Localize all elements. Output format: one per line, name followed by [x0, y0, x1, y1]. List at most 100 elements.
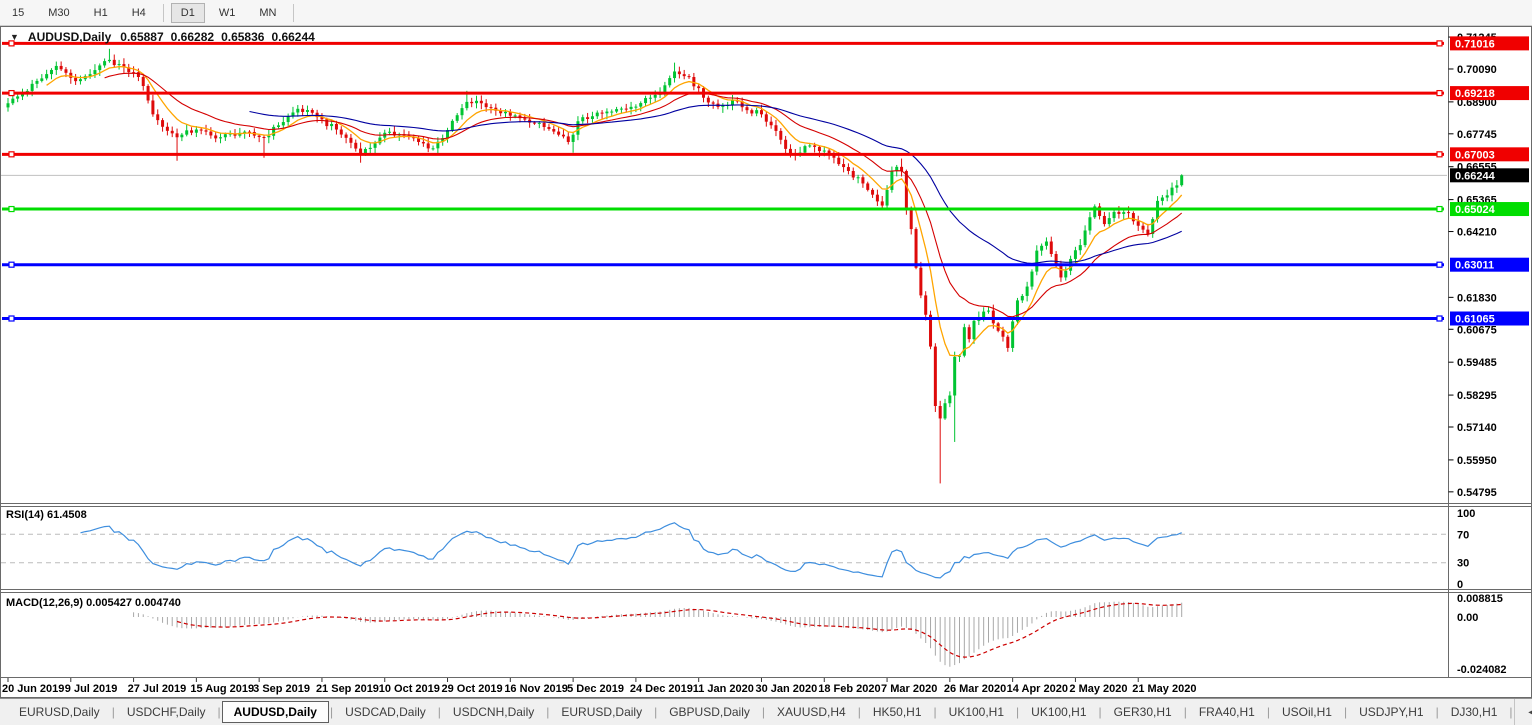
level-line-handle[interactable] — [1436, 315, 1443, 322]
tab-UK100-H1[interactable]: UK100,H1 — [948, 705, 1005, 719]
level-line-handle[interactable] — [1436, 40, 1443, 47]
level-line-handle[interactable] — [8, 261, 15, 268]
tab-separator: | — [654, 705, 658, 719]
level-price-label — [1450, 147, 1529, 162]
date-tick: 9 Jul 2019 — [65, 683, 118, 695]
rsi-pane[interactable] — [1, 522, 1447, 579]
price-tick: 0.64210 — [1457, 227, 1497, 239]
level-price-label-text: 0.63011 — [1455, 260, 1494, 272]
toolbar-separator — [162, 3, 164, 22]
date-tick: 21 May 2020 — [1132, 683, 1196, 695]
chart-window[interactable]: 0.712450.700900.689000.677450.665550.653… — [0, 26, 1532, 698]
tab-USDCNH-Daily[interactable]: USDCNH,Daily — [452, 705, 535, 719]
tab-EURUSD-Daily[interactable]: EURUSD,Daily — [19, 705, 100, 719]
timeframe-button-M30[interactable]: M30 — [48, 6, 70, 19]
tab-DJ30-H1[interactable]: DJ30,H1 — [1450, 705, 1498, 719]
date-tick: 24 Dec 2019 — [630, 683, 693, 695]
price-tick: 0.67745 — [1457, 129, 1497, 141]
tab-UK100-H1[interactable]: UK100,H1 — [1031, 705, 1087, 719]
tab-separator: | — [1343, 705, 1348, 719]
level-line-handle[interactable] — [1436, 205, 1443, 213]
timeframe-button-D1[interactable]: D1 — [170, 2, 205, 23]
tab-GER30-H1[interactable]: GER30,H1 — [1113, 705, 1172, 719]
rsi-scale-tick: 30 — [1457, 558, 1469, 570]
tab-separator: | — [1435, 705, 1439, 719]
level-price-label — [1450, 86, 1529, 101]
level-price-label — [1450, 202, 1529, 217]
level-line-handle[interactable] — [1436, 89, 1443, 97]
macd-pane[interactable] — [133, 601, 1183, 667]
tab-GBPUSD-Daily[interactable]: GBPUSD,Daily — [669, 705, 750, 719]
level-line-handle[interactable] — [8, 315, 15, 322]
tab-separator: | — [857, 705, 861, 719]
tab-USDCHF-Daily[interactable]: USDCHF,Daily — [126, 705, 206, 719]
rsi-scale-tick: 100 — [1457, 508, 1475, 520]
level-price-label-text: 0.65024 — [1455, 204, 1496, 216]
tab-separator: | — [546, 705, 550, 719]
price-tick: 0.55950 — [1457, 455, 1497, 467]
tab-EURUSD-Daily[interactable]: EURUSD,Daily — [561, 705, 643, 719]
tab-separator: | — [1509, 705, 1513, 719]
price-axis[interactable]: 0.712450.700900.689000.677450.665550.653… — [1448, 32, 1530, 499]
tab-USDJPY-H1[interactable]: USDJPY,H1 — [1359, 705, 1424, 719]
tab-separator: | — [329, 705, 334, 719]
level-price-label — [1450, 36, 1529, 51]
date-tick: 29 Oct 2019 — [442, 683, 503, 695]
level-price-label — [1450, 257, 1529, 272]
chart-canvas[interactable]: 0.712450.700900.689000.677450.665550.653… — [0, 26, 1532, 698]
tab-separator: | — [217, 705, 221, 719]
chart-tabs: EURUSD,Daily | USDCHF,Daily | AUDUSD,Daily | U… — [8, 701, 1514, 723]
timeframe-button-MN[interactable]: MN — [259, 6, 277, 19]
tab-XAUUSD-H4[interactable]: XAUUSD,H4 — [777, 705, 846, 719]
date-tick: 15 Aug 2019 — [190, 683, 254, 695]
ma-line-50 — [249, 104, 1182, 264]
tab-separator: | — [761, 705, 766, 719]
price-tick: 0.61830 — [1457, 292, 1497, 304]
timeframe-button-H1[interactable]: H1 — [93, 6, 108, 19]
level-price-label-text: 0.67003 — [1455, 149, 1495, 161]
main-price-pane[interactable] — [1, 40, 1447, 484]
tab-FRA40-H1[interactable]: FRA40,H1 — [1198, 705, 1255, 719]
date-axis[interactable]: 20 Jun 2019 9 Jul 2019 27 Jul 2019 15 Aug 2… — [2, 678, 1196, 695]
date-tick: 30 Jan 2020 — [755, 683, 817, 695]
level-price-label-text: 0.61065 — [1455, 313, 1495, 325]
tab-scroll-left-icon[interactable]: ◄ — [1526, 707, 1532, 717]
window-frame — [0, 26, 1532, 698]
macd-signal-line — [176, 602, 1182, 658]
date-tick: 14 Apr 2020 — [1007, 683, 1068, 695]
level-line-handle[interactable] — [1436, 261, 1443, 268]
symbol-dropdown-icon[interactable]: ▼ — [10, 32, 19, 42]
date-tick: 5 Dec 2019 — [567, 683, 624, 695]
date-tick: 11 Jan 2020 — [693, 683, 754, 695]
date-tick: 20 Jun 2019 — [2, 683, 64, 695]
level-line-handle[interactable] — [1436, 151, 1443, 158]
tab-scroll-arrows: ◄ ► — [1513, 699, 1532, 725]
tab-USDCAD-Daily[interactable]: USDCAD,Daily — [345, 705, 426, 719]
date-tick: 27 Jul 2019 — [128, 683, 187, 695]
level-line-handle[interactable] — [8, 205, 15, 213]
timeframe-button-15[interactable]: 15 — [12, 6, 25, 19]
timeframe-button-H4[interactable]: H4 — [131, 6, 146, 19]
price-tick: 0.70090 — [1457, 64, 1497, 76]
tab-HK50-H1[interactable]: HK50,H1 — [872, 705, 922, 719]
tab-separator: | — [111, 705, 115, 719]
macd-label: MACD(12,26,9) 0.005427 0.004740 — [6, 597, 181, 609]
date-tick: 10 Oct 2019 — [379, 683, 440, 695]
current-price-label-text: 0.66244 — [1455, 170, 1496, 182]
macd-scale-tick: -0.024082 — [1457, 664, 1507, 676]
rsi-label: RSI(14) 61.4508 — [6, 509, 87, 521]
level-line-handle[interactable] — [8, 151, 15, 158]
price-tick: 0.60675 — [1457, 324, 1497, 336]
tab-AUDUSD-Daily[interactable]: AUDUSD,Daily — [221, 701, 329, 723]
date-tick: 2 May 2020 — [1069, 683, 1127, 695]
tab-USOil-H1[interactable]: USOil,H1 — [1281, 705, 1332, 719]
timeframe-button-W1[interactable]: W1 — [218, 6, 236, 19]
level-line-handle[interactable] — [8, 40, 15, 47]
chart-tab-bar: EURUSD,Daily | USDCHF,Daily | AUDUSD,Daily | U… — [0, 698, 1532, 725]
macd-scale-tick: 0.00 — [1457, 612, 1478, 624]
date-tick: 26 Mar 2020 — [944, 683, 1006, 695]
level-line-handle[interactable] — [8, 89, 15, 97]
price-tick: 0.57140 — [1457, 422, 1497, 434]
date-tick: 3 Sep 2019 — [253, 683, 310, 695]
tab-separator: | — [933, 705, 937, 719]
